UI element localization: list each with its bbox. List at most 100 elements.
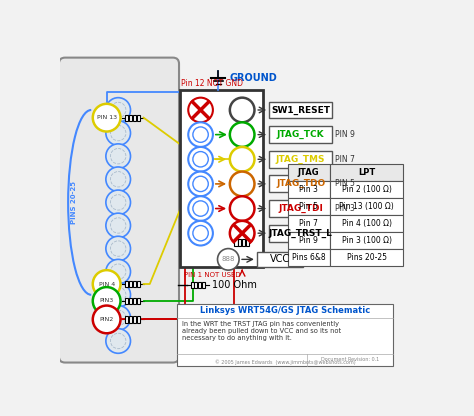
Text: GROUND: GROUND [229,73,277,83]
Circle shape [188,221,213,245]
FancyBboxPatch shape [59,58,179,362]
Text: 100 Ohm: 100 Ohm [212,280,257,290]
Circle shape [188,98,213,122]
Text: PIN 1 NOT USED: PIN 1 NOT USED [183,272,240,278]
Circle shape [93,287,120,315]
Text: PIN2: PIN2 [100,317,114,322]
Bar [330,198,403,215]
Text: PINS 20-25: PINS 20-25 [71,181,77,224]
Circle shape [106,236,130,261]
Bar [288,181,330,198]
Text: Pin 3 (100 Ω): Pin 3 (100 Ω) [341,235,392,245]
Circle shape [230,196,255,221]
Text: PIN3: PIN3 [100,298,114,303]
Bar [125,281,128,287]
Bar [180,90,263,267]
Circle shape [230,98,255,122]
Bar [269,225,332,242]
Bar [288,198,330,215]
Bar [129,281,132,287]
Circle shape [106,98,130,122]
Text: In the WRT the TRST JTAG pin has conveniently
already been pulled down to VCC an: In the WRT the TRST JTAG pin has conveni… [182,321,341,341]
Bar [235,239,237,245]
Text: Pin 13 (100 Ω): Pin 13 (100 Ω) [339,202,394,211]
Bar [137,114,140,121]
Bar [269,176,332,192]
Circle shape [93,306,120,333]
Bar [133,114,136,121]
Text: VCC: VCC [270,254,290,264]
Bar [269,102,332,119]
Circle shape [106,259,130,284]
Text: Linksys WRT54G/GS JTAG Schematic: Linksys WRT54G/GS JTAG Schematic [200,307,370,315]
Text: PIN 13: PIN 13 [97,115,117,120]
Text: Pin 7: Pin 7 [299,219,318,228]
Bar [137,281,140,287]
Text: Pins 20-25: Pins 20-25 [346,253,386,262]
Text: Document Revision: 0.1: Document Revision: 0.1 [321,357,379,362]
Circle shape [230,147,255,171]
Bar [257,252,303,267]
Text: Pin 3: Pin 3 [299,185,318,194]
Bar [191,282,194,288]
Text: PIN 7: PIN 7 [335,155,355,164]
Text: Pin 5: Pin 5 [299,202,318,211]
Bar [129,114,132,121]
Text: SW1_RESET: SW1_RESET [271,105,330,114]
Text: JTAG_TDI: JTAG_TDI [278,204,323,213]
Bar [238,239,241,245]
Bar [330,232,403,249]
Text: PIN 5: PIN 5 [335,179,355,188]
Circle shape [106,190,130,215]
Bar [177,304,393,366]
Bar [133,281,136,287]
Bar [269,126,332,143]
Bar [137,298,140,304]
Bar [133,316,136,322]
Circle shape [106,329,130,353]
Bar [330,215,403,232]
Bar [125,316,128,322]
Text: PIN 3: PIN 3 [335,204,355,213]
Bar [242,239,245,245]
Bar [125,298,128,304]
Bar [330,249,403,265]
Text: Pin 12 NOT GND: Pin 12 NOT GND [182,79,243,88]
Circle shape [218,249,239,270]
Text: Pin 2 (100 Ω): Pin 2 (100 Ω) [342,185,392,194]
Text: JTAG_TDO: JTAG_TDO [276,179,325,188]
Text: Pin 4 (100 Ω): Pin 4 (100 Ω) [341,219,392,228]
Bar [269,200,332,217]
Bar [288,249,330,265]
Bar [125,114,128,121]
Text: © 2005 James Edwards  (www.jimmbots@webshots.com): © 2005 James Edwards (www.jimmbots@websh… [215,360,356,365]
Text: PIN 9: PIN 9 [335,130,355,139]
Bar [330,164,403,181]
Circle shape [106,167,130,192]
Circle shape [93,270,120,298]
Circle shape [188,171,213,196]
Circle shape [188,196,213,221]
Bar [133,298,136,304]
Circle shape [106,282,130,307]
Text: JTAG: JTAG [298,168,319,177]
Bar [246,239,249,245]
Circle shape [230,221,255,245]
Text: Pins 6&8: Pins 6&8 [292,253,326,262]
Bar [288,232,330,249]
Circle shape [106,306,130,330]
Bar [198,282,201,288]
Text: LPT: LPT [358,168,375,177]
Bar [288,215,330,232]
Circle shape [230,171,255,196]
Circle shape [188,147,213,171]
Circle shape [106,144,130,168]
Text: JTAG_TCK: JTAG_TCK [277,130,325,139]
Circle shape [93,104,120,131]
Text: 888: 888 [221,256,235,262]
Bar [269,151,332,168]
Bar [202,282,205,288]
Text: JTAG_TMS: JTAG_TMS [276,155,326,164]
Bar [288,164,330,181]
Circle shape [106,121,130,146]
